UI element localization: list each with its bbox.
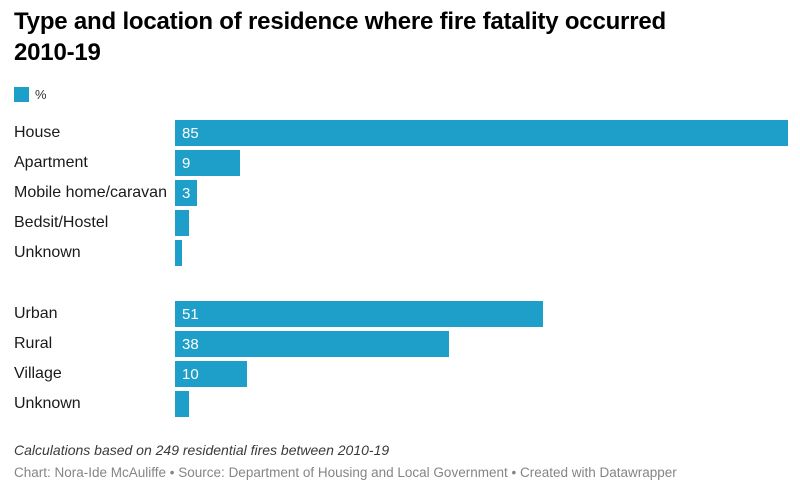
bar-bedsit (175, 210, 190, 236)
chart-title-line-1: Type and location of residence where fir… (14, 8, 666, 35)
bar-row-apartment: Apartment 9 (14, 148, 788, 178)
bar-row-mobile-home: Mobile home/caravan 3 (14, 178, 788, 208)
bar-track: 51 (175, 301, 788, 327)
bar-track (175, 210, 788, 236)
bar-value-label: 9 (182, 154, 191, 172)
bar-row-urban: Urban 51 (14, 299, 788, 329)
bar-unknown-location (175, 391, 190, 417)
category-label: Unknown (14, 244, 81, 261)
legend-label: % (35, 87, 47, 102)
bar-row-village: Village 10 (14, 359, 788, 389)
chart-title: Type and location of residence where fir… (14, 6, 788, 68)
bar-row-unknown-type: Unknown (14, 238, 788, 268)
bar-track: 85 (175, 120, 788, 146)
bar-track: 9 (175, 150, 788, 176)
bar-track (175, 391, 788, 417)
legend: % (14, 87, 788, 102)
category-label: Rural (14, 335, 53, 352)
bar-urban: 51 (175, 301, 543, 327)
bar-row-unknown-location: Unknown (14, 389, 788, 419)
category-label: Village (14, 365, 62, 382)
category-label: Mobile home/caravan (14, 184, 167, 201)
bar-village: 10 (175, 361, 248, 387)
bar-value-label: 85 (182, 124, 199, 142)
bar-track (175, 240, 788, 266)
category-label: Apartment (14, 154, 88, 171)
legend-swatch (14, 87, 29, 102)
bar-chart: House 85 Apartment 9 Mobile home/caravan… (14, 118, 788, 419)
footnote: Calculations based on 249 residential fi… (14, 442, 390, 458)
chart-title-line-2: 2010-19 (14, 39, 101, 66)
bar-value-label: 10 (182, 365, 199, 383)
bar-unknown-type (175, 240, 183, 266)
bar-mobile-home: 3 (175, 180, 197, 206)
bar-value-label: 38 (182, 335, 199, 353)
category-label: Bedsit/Hostel (14, 214, 109, 231)
bar-rural: 38 (175, 331, 450, 357)
bar-apartment: 9 (175, 150, 240, 176)
bar-row-house: House 85 (14, 118, 788, 148)
bar-house: 85 (175, 120, 788, 146)
bar-track: 38 (175, 331, 788, 357)
bar-track: 3 (175, 180, 788, 206)
group-separator (14, 268, 788, 299)
bar-row-bedsit: Bedsit/Hostel (14, 208, 788, 238)
credit-line: Chart: Nora-Ide McAuliffe • Source: Depa… (14, 465, 677, 480)
bar-value-label: 51 (182, 305, 199, 323)
category-label: Unknown (14, 395, 81, 412)
bar-track: 10 (175, 361, 788, 387)
category-label: House (14, 124, 61, 141)
bar-value-label: 3 (182, 184, 191, 202)
category-label: Urban (14, 305, 58, 322)
bar-row-rural: Rural 38 (14, 329, 788, 359)
